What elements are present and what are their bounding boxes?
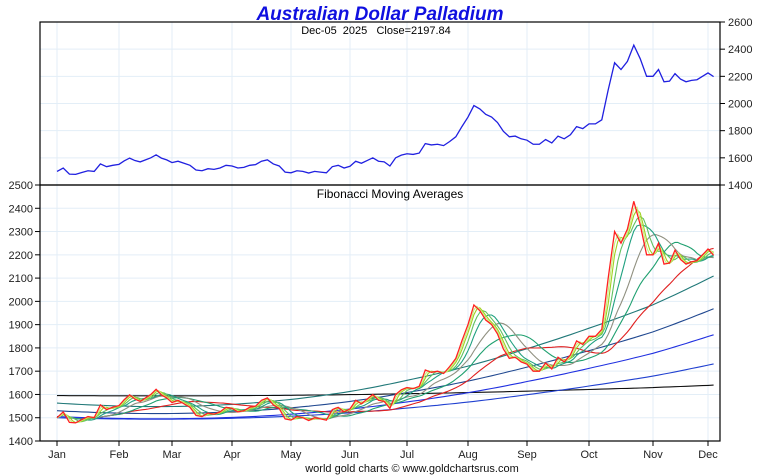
y-tick-label: 1500 [9, 413, 33, 425]
footer-credit: world gold charts © www.goldchartsrus.co… [304, 463, 519, 475]
y-tick-label: 2300 [9, 227, 33, 239]
upper-price-series [56, 43, 714, 176]
x-tick-label: Jan [48, 449, 66, 461]
y-tick-label: 2500 [9, 180, 33, 192]
close-price-line [56, 43, 714, 176]
ma-line-3 [56, 201, 715, 424]
lower-ma-series [56, 201, 715, 424]
x-tick-label: Mar [163, 449, 182, 461]
ma-line-144 [56, 275, 714, 408]
y-tick-label: 1900 [9, 320, 33, 332]
chart-title: Australian Dollar Palladium [255, 4, 503, 25]
lower-frame [39, 184, 721, 442]
x-tick-label: Apr [223, 449, 240, 461]
y-tick-label: 1400 [728, 180, 752, 192]
ma-line-8 [56, 208, 714, 424]
x-tick-label: Nov [643, 449, 663, 461]
y-tick-label: 1700 [9, 366, 33, 378]
x-tick-label: May [281, 449, 302, 461]
y-tick-label: 2600 [728, 17, 752, 29]
x-tick-label: Feb [110, 449, 129, 461]
lower-y-ticks: 1400 1500 1600 1700 1800 1900 2000 2100 2200 2300… [9, 180, 40, 448]
x-tick-label: Sep [517, 449, 537, 461]
y-tick-label: 1800 [728, 126, 752, 138]
x-tick-label: Jul [400, 449, 414, 461]
ma-line-55 [56, 241, 714, 420]
ma-line-13 [56, 216, 714, 423]
ma-line-377 [56, 334, 714, 420]
x-tick-label: Jun [341, 449, 359, 461]
ma-line-233 [56, 308, 714, 415]
y-tick-label: 2000 [728, 99, 752, 111]
x-tick-label: Oct [580, 449, 597, 461]
y-tick-label: 2200 [9, 250, 33, 262]
y-tick-label: 1600 [728, 153, 752, 165]
y-tick-label: 2000 [9, 296, 33, 308]
y-tick-label: 2400 [728, 44, 752, 56]
upper-y-ticks: 1400 1600 1800 2000 2200 2400 2600 [720, 17, 752, 192]
y-tick-label: 1400 [9, 436, 33, 448]
chart-subtitle: Dec-05 2025 Close=2197.84 [301, 25, 451, 37]
ma-line-89 [56, 247, 714, 420]
y-tick-label: 2400 [9, 203, 33, 215]
x-ticks: Jan Feb Mar Apr May Jun Jul Aug Sep Oct Nov Dec [48, 441, 718, 461]
x-tick-label: Aug [458, 449, 478, 461]
y-tick-label: 1800 [9, 343, 33, 355]
x-tick-label: Dec [698, 449, 718, 461]
y-tick-label: 2100 [9, 273, 33, 285]
lower-panel-title: Fibonacci Moving Averages [317, 187, 464, 201]
y-tick-label: 2200 [728, 71, 752, 83]
y-tick-label: 1600 [9, 389, 33, 401]
